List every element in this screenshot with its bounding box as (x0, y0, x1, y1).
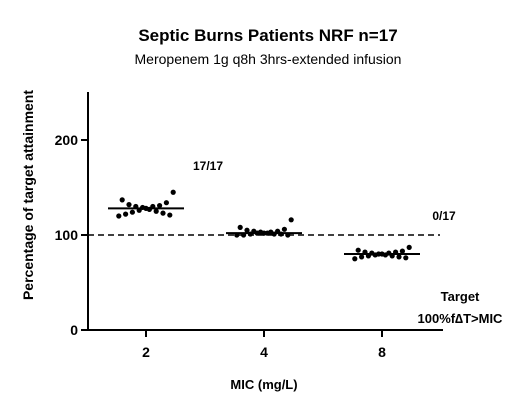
data-point (129, 209, 135, 215)
axes (81, 92, 443, 337)
data-point (126, 202, 132, 208)
x-tick-label-2: 2 (142, 344, 150, 360)
data-point (355, 247, 361, 253)
data-point (244, 227, 250, 233)
chart-subtitle: Meropenem 1g q8h 3hrs-extended infusion (135, 51, 402, 67)
target-label-line2: 100%f∆T>MIC (418, 311, 504, 326)
data-point (352, 256, 358, 262)
data-point (170, 189, 176, 195)
data-point (167, 212, 173, 218)
data-point (157, 202, 163, 209)
y-tick-label-100: 100 (55, 227, 79, 243)
chart-title: Septic Burns Patients NRF n=17 (138, 26, 397, 45)
y-axis-label: Percentage of target attainment (20, 90, 36, 300)
x-tick-label-4: 4 (260, 344, 268, 360)
y-tick-label-200: 200 (55, 132, 79, 148)
data-point (406, 244, 412, 250)
data-point (160, 210, 166, 216)
y-tick-label-0: 0 (70, 322, 78, 338)
data-point (163, 200, 169, 206)
x-axis-label: MIC (mg/L) (230, 377, 297, 392)
annotation-8: 0/17 (432, 209, 456, 223)
annotation-2: 17/17 (193, 159, 223, 173)
data-point (396, 254, 402, 260)
annotations: 17/17 0/17 (193, 159, 456, 223)
tick-labels: 0 100 200 2 4 8 (55, 132, 386, 360)
data-point (153, 208, 159, 214)
median-lines (108, 207, 420, 255)
data-point (116, 213, 122, 219)
data-point (237, 224, 243, 230)
data-point (119, 197, 125, 203)
x-tick-label-8: 8 (378, 344, 386, 360)
data-points (116, 189, 412, 262)
target-label-line1: Target (441, 289, 480, 304)
data-point (403, 255, 409, 261)
data-point (123, 211, 129, 217)
data-point (399, 248, 405, 254)
data-point (281, 226, 287, 232)
data-point (359, 254, 365, 260)
data-point (288, 217, 294, 223)
